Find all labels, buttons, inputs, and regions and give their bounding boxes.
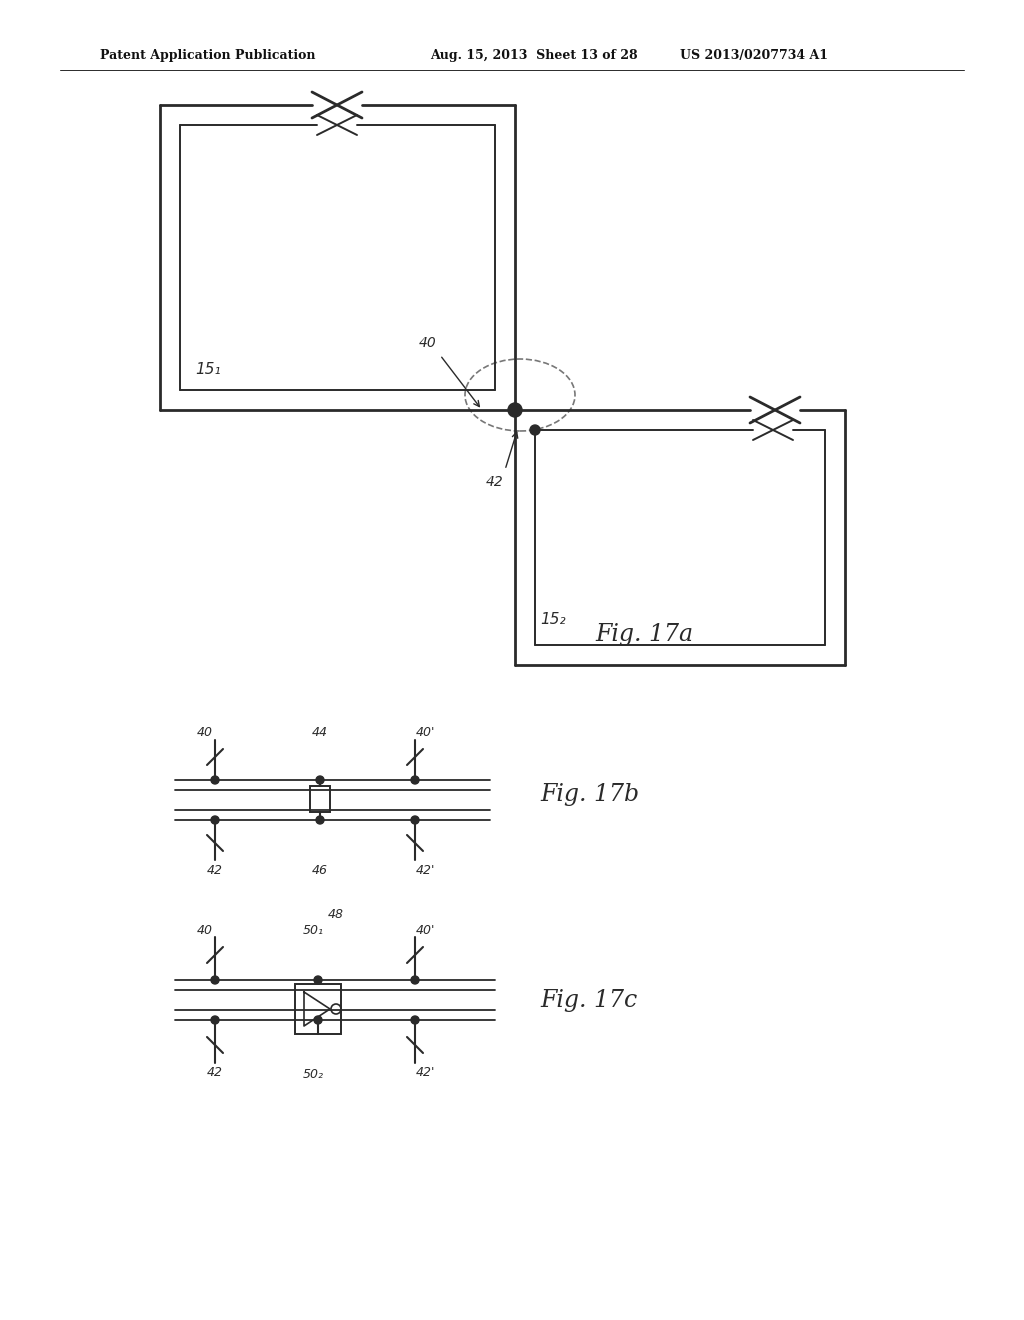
Bar	[310, 785, 330, 812]
Text: 40': 40'	[416, 726, 434, 739]
Text: 46: 46	[312, 863, 328, 876]
Circle shape	[314, 975, 322, 983]
Circle shape	[411, 816, 419, 824]
Text: 42: 42	[486, 475, 504, 488]
Text: Patent Application Publication: Patent Application Publication	[100, 49, 315, 62]
Circle shape	[508, 403, 522, 417]
Text: 48: 48	[328, 908, 344, 921]
Circle shape	[411, 776, 419, 784]
Text: Fig. 17b: Fig. 17b	[540, 784, 639, 807]
Text: 40': 40'	[416, 924, 434, 936]
Text: 42': 42'	[416, 1067, 434, 1080]
Text: 40: 40	[197, 924, 213, 936]
Text: 42': 42'	[416, 863, 434, 876]
Circle shape	[411, 975, 419, 983]
Text: 42: 42	[207, 1067, 223, 1080]
Text: Fig. 17a: Fig. 17a	[595, 623, 693, 647]
Text: 44: 44	[312, 726, 328, 739]
Circle shape	[211, 776, 219, 784]
Text: US 2013/0207734 A1: US 2013/0207734 A1	[680, 49, 828, 62]
Text: 15₁: 15₁	[195, 363, 220, 378]
Text: 40: 40	[419, 337, 437, 350]
Text: 40: 40	[197, 726, 213, 739]
Text: 42: 42	[207, 863, 223, 876]
Circle shape	[211, 975, 219, 983]
Circle shape	[316, 776, 324, 784]
Circle shape	[411, 1016, 419, 1024]
Bar	[295, 983, 341, 1034]
Circle shape	[530, 425, 540, 436]
Circle shape	[211, 1016, 219, 1024]
Text: Fig. 17c: Fig. 17c	[540, 989, 637, 1011]
Text: Aug. 15, 2013  Sheet 13 of 28: Aug. 15, 2013 Sheet 13 of 28	[430, 49, 638, 62]
Text: 50₂: 50₂	[302, 1068, 324, 1081]
Circle shape	[314, 1016, 322, 1024]
Circle shape	[211, 816, 219, 824]
Text: 50₁: 50₁	[302, 924, 324, 936]
Text: 15₂: 15₂	[540, 612, 565, 627]
Circle shape	[316, 816, 324, 824]
